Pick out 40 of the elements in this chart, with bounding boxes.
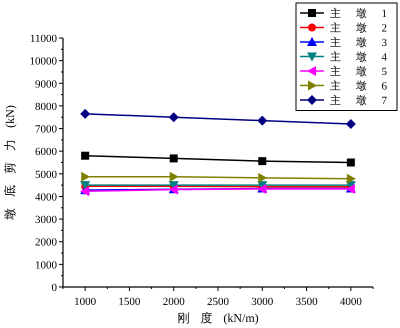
point bbox=[258, 172, 268, 183]
legend-label: 主 墩 2 bbox=[330, 22, 387, 34]
y-tick-label: 6000 bbox=[35, 146, 58, 158]
y-tick-label: 7000 bbox=[35, 124, 58, 136]
y-tick-label: 10000 bbox=[30, 56, 58, 68]
point bbox=[257, 116, 268, 126]
y-tick-label: 4000 bbox=[35, 191, 58, 204]
legend-label: 主 墩 1 bbox=[330, 7, 387, 20]
point bbox=[81, 152, 90, 160]
x-axis-title: 刚 度 (kN/m) bbox=[177, 311, 259, 325]
legend-label: 主 墩 6 bbox=[330, 80, 388, 92]
point bbox=[80, 108, 90, 119]
x-tick-label: 3000 bbox=[251, 296, 274, 308]
y-tick-label: 1000 bbox=[35, 259, 58, 272]
y-tick-label: 8000 bbox=[35, 100, 58, 113]
x-tick-label: 4000 bbox=[340, 296, 362, 308]
point bbox=[170, 154, 178, 162]
legend-label: 主 墩 5 bbox=[330, 65, 388, 78]
x-tick-label: 3500 bbox=[296, 296, 318, 308]
point bbox=[258, 157, 266, 166]
y-axis-title: 墩 底 剪 力 (kN) bbox=[3, 105, 17, 221]
legend-label: 主 墩 3 bbox=[330, 36, 388, 49]
point bbox=[81, 172, 90, 182]
point bbox=[346, 158, 355, 166]
y-tick-label: 9000 bbox=[35, 78, 58, 90]
point bbox=[346, 119, 356, 130]
x-tick-label: 2500 bbox=[207, 296, 230, 308]
legend-label: 主 墩 7 bbox=[330, 94, 388, 107]
point bbox=[168, 112, 179, 122]
x-tick-label: 1500 bbox=[118, 296, 141, 308]
y-tick-label: 11000 bbox=[30, 33, 58, 45]
y-tick-label: 2000 bbox=[35, 236, 58, 249]
y-tick-label: 5000 bbox=[35, 168, 58, 181]
point bbox=[170, 172, 179, 182]
x-tick-label: 2000 bbox=[162, 296, 186, 308]
y-tick-label: 3000 bbox=[35, 214, 58, 226]
y-tick-label: 0 bbox=[52, 282, 58, 294]
x-tick-label: 1000 bbox=[74, 296, 97, 308]
point bbox=[346, 174, 356, 184]
legend-label: 主 墩 4 bbox=[330, 50, 388, 64]
